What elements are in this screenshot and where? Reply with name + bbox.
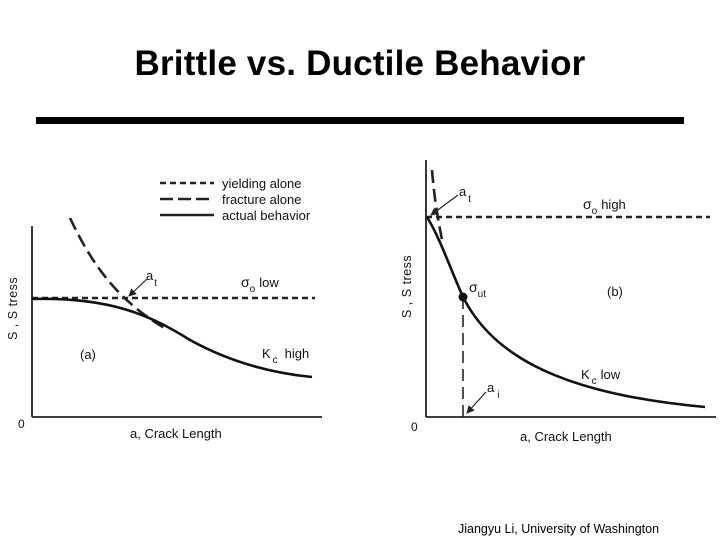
chart-b: S , S tress 0 a, Crack Length at σo high … [400, 160, 716, 444]
panel-label-b: (b) [607, 284, 623, 299]
title-rule [36, 117, 684, 124]
series-fracture-alone-b [430, 169, 445, 246]
transition-arrow-b [430, 194, 459, 216]
ultimate-stress-label-b: σut [469, 279, 486, 300]
legend-label-yielding: yielding alone [222, 176, 302, 191]
legend: yielding alone fracture alone actual beh… [160, 176, 311, 223]
origin-label-b: 0 [411, 420, 418, 434]
y-axis-label-a: S , S tress [6, 277, 20, 340]
initial-crack-label-b: ai [487, 380, 499, 401]
x-axis-label-a: a, Crack Length [130, 426, 222, 441]
credit-footer: Jiangyu Li, University of Washington [458, 522, 660, 536]
chart-a: yielding alone fracture alone actual beh… [6, 176, 322, 441]
transition-label-a: at [146, 268, 157, 289]
transition-arrow-a [128, 278, 148, 297]
legend-label-fracture: fracture alone [222, 192, 302, 207]
transition-label-b: at [459, 184, 471, 205]
series-actual-behavior-b [425, 216, 706, 409]
sigma-level-label-b: σo high [583, 196, 626, 217]
panel-label-a: (a) [80, 347, 96, 362]
slide-title: Brittle vs. Ductile Behavior [134, 44, 586, 83]
y-axis-label-b: S , S tress [400, 255, 414, 318]
x-axis-label-b: a, Crack Length [520, 429, 612, 444]
initial-crack-arrow-b [466, 391, 487, 414]
origin-label-a: 0 [18, 417, 25, 431]
legend-label-actual: actual behavior [222, 208, 311, 223]
series-actual-behavior-a [31, 297, 313, 379]
sigma-level-label-a: σo low [241, 274, 279, 295]
ultimate-stress-point-b [458, 292, 468, 302]
series-fracture-alone-a [68, 217, 169, 332]
